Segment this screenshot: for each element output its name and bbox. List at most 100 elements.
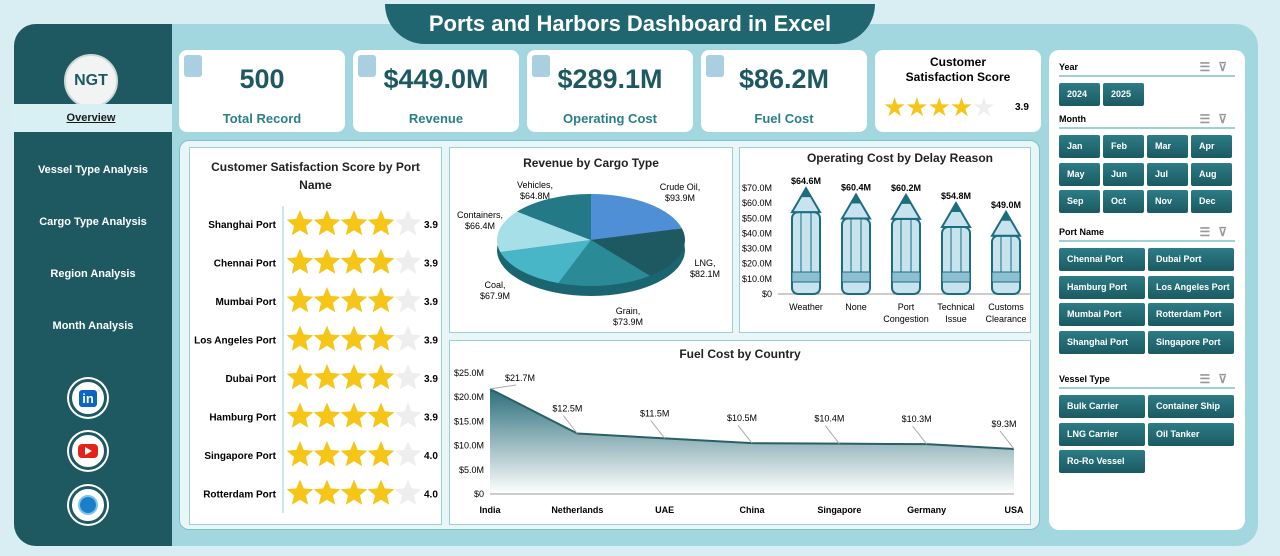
slicer-button-bulk-carrier[interactable]: Bulk Carrier <box>1059 395 1145 418</box>
data-label: 3.9 <box>424 413 438 424</box>
star-mark <box>340 441 368 467</box>
pencil-tip <box>890 192 922 220</box>
fuel-cost-by-country-chart: Fuel Cost by Country $0 $5.0M $10.0M $15.0M… <box>449 340 1031 525</box>
multi-select-and-clear-filter-icons[interactable]: ☰⊽ <box>1199 60 1235 74</box>
category-label: China <box>739 505 765 515</box>
category-label: Chennai Port <box>214 259 277 270</box>
pencil-band <box>841 271 871 283</box>
slicer-button-feb[interactable]: Feb <box>1103 135 1144 158</box>
slicer-button-oil-tanker[interactable]: Oil Tanker <box>1148 422 1234 446</box>
slicer-button-nov[interactable]: Nov <box>1147 190 1188 213</box>
pencil-band <box>991 271 1021 283</box>
pie-slice <box>591 194 682 240</box>
pencil-band <box>941 271 971 283</box>
multi-select-and-clear-filter-icons[interactable]: ☰⊽ <box>1199 112 1235 126</box>
star-mark <box>394 364 422 390</box>
star-mark <box>286 441 314 467</box>
slicer-button-jun[interactable]: Jun <box>1103 162 1144 186</box>
star-mark <box>313 325 341 351</box>
slicer-button-singapore-port[interactable]: Singapore Port <box>1148 330 1234 354</box>
slicer-button-aug[interactable]: Aug <box>1191 162 1232 186</box>
kpi-value: 500 <box>239 64 285 94</box>
category-label: Congestion <box>883 314 929 324</box>
kpi-value: $289.1M <box>557 64 663 94</box>
nav-month-analysis[interactable]: Month Analysis <box>52 320 134 332</box>
slicer-button-sep[interactable]: Sep <box>1059 190 1100 213</box>
pencil-tip <box>940 201 972 229</box>
star-mark <box>313 210 341 236</box>
pencil-band <box>891 271 921 283</box>
star-mark <box>340 325 368 351</box>
revenue-by-cargo-chart: Revenue by Cargo Type Crude Oil, $93.9M LN… <box>449 147 733 333</box>
leader-line <box>650 420 666 439</box>
kpi-total-record: 500 Total Record <box>179 50 345 132</box>
slicer-button-oct[interactable]: Oct <box>1103 190 1144 213</box>
star-mark <box>340 248 368 274</box>
sidebar: NGT Overview Vessel Type Analysis Cargo … <box>10 24 172 546</box>
linkedin-icon[interactable]: in <box>69 379 107 417</box>
star-mark <box>367 210 395 236</box>
data-label: $60.4M <box>841 183 871 193</box>
data-label: 3.9 <box>424 220 438 231</box>
multi-select-and-clear-filter-icons[interactable]: ☰⊽ <box>1199 372 1235 386</box>
data-label: Vehicles, $64.8M <box>517 180 553 201</box>
data-label: $60.2M <box>891 183 921 193</box>
slicer-button-mumbai-port[interactable]: Mumbai Port <box>1059 303 1145 326</box>
nav-cargo-type-analysis[interactable]: Cargo Type Analysis <box>39 216 147 228</box>
slicer-title: Vessel Type <box>1059 374 1110 384</box>
data-label: $10.4M <box>814 414 844 424</box>
slicer-button-dubai-port[interactable]: Dubai Port <box>1148 248 1234 271</box>
slicer-title: Month <box>1059 114 1086 124</box>
slicer-button-2025[interactable]: 2025 <box>1103 83 1144 106</box>
chart-title: Revenue by Cargo Type <box>523 156 659 170</box>
kpi-fuel-cost: $86.2M Fuel Cost <box>701 50 867 132</box>
category-label: Netherlands <box>551 505 603 515</box>
slicer-button-apr[interactable]: Apr <box>1191 135 1232 158</box>
slicer-button-ro-ro-vessel[interactable]: Ro-Ro Vessel <box>1059 450 1145 473</box>
pencil-bar <box>841 217 871 295</box>
star-mark <box>367 364 395 390</box>
kpi-label: Revenue <box>408 111 464 126</box>
slicer-button-container-ship[interactable]: Container Ship <box>1148 395 1234 418</box>
youtube-icon[interactable] <box>69 432 107 470</box>
slicer-button-jul[interactable]: Jul <box>1147 162 1188 186</box>
y-tick-label: $0 <box>474 489 484 499</box>
y-tick-label: $60.0M <box>742 198 772 208</box>
data-label: 3.9 <box>424 297 438 308</box>
slicer-title: Year <box>1059 62 1079 72</box>
slicer-button-chennai-port[interactable]: Chennai Port <box>1059 248 1145 271</box>
leader-line <box>562 415 578 434</box>
slicer-button-mar[interactable]: Mar <box>1147 135 1188 158</box>
data-label: $12.5M <box>552 404 582 414</box>
slicer-button-hamburg-port[interactable]: Hamburg Port <box>1059 275 1145 299</box>
slicer-button-may[interactable]: May <box>1059 162 1100 186</box>
slicer-button-dec[interactable]: Dec <box>1191 190 1232 213</box>
star-mark <box>394 479 422 505</box>
nav-overview[interactable]: Overview <box>10 104 172 132</box>
nav-region-analysis[interactable]: Region Analysis <box>50 268 136 280</box>
slicer-button-los-angeles-port[interactable]: Los Angeles Port <box>1148 275 1234 299</box>
pie-slice <box>591 228 685 276</box>
slicer-button-2024[interactable]: 2024 <box>1059 83 1100 106</box>
slicer-title: Port Name <box>1059 227 1105 237</box>
slicer-button-lng-carrier[interactable]: LNG Carrier <box>1059 422 1145 446</box>
logo: NGT <box>64 54 118 108</box>
multi-select-and-clear-filter-icons[interactable]: ☰⊽ <box>1199 225 1235 239</box>
rating-value: 3.9 <box>1015 102 1029 113</box>
globe-icon[interactable] <box>69 486 107 524</box>
data-label: $10.3M <box>902 414 932 424</box>
data-label: $54.8M <box>941 191 971 201</box>
data-label: $9.3M <box>991 419 1016 429</box>
category-label: Los Angeles Port <box>194 336 277 347</box>
pencil-lead <box>1001 211 1011 221</box>
slicer-header-year: Year ☰⊽ <box>1059 59 1235 77</box>
nav-vessel-type-analysis[interactable]: Vessel Type Analysis <box>37 164 149 176</box>
y-tick-label: $15.0M <box>454 416 484 426</box>
slicer-button-jan[interactable]: Jan <box>1059 135 1100 158</box>
clipboard-icon <box>184 55 202 77</box>
star-mark <box>367 441 395 467</box>
kpi-label: Customer Satisfaction Score <box>905 55 1011 84</box>
star-mark <box>367 287 395 313</box>
slicer-button-shanghai-port[interactable]: Shanghai Port <box>1059 330 1145 354</box>
slicer-button-rotterdam-port[interactable]: Rotterdam Port <box>1148 303 1234 326</box>
